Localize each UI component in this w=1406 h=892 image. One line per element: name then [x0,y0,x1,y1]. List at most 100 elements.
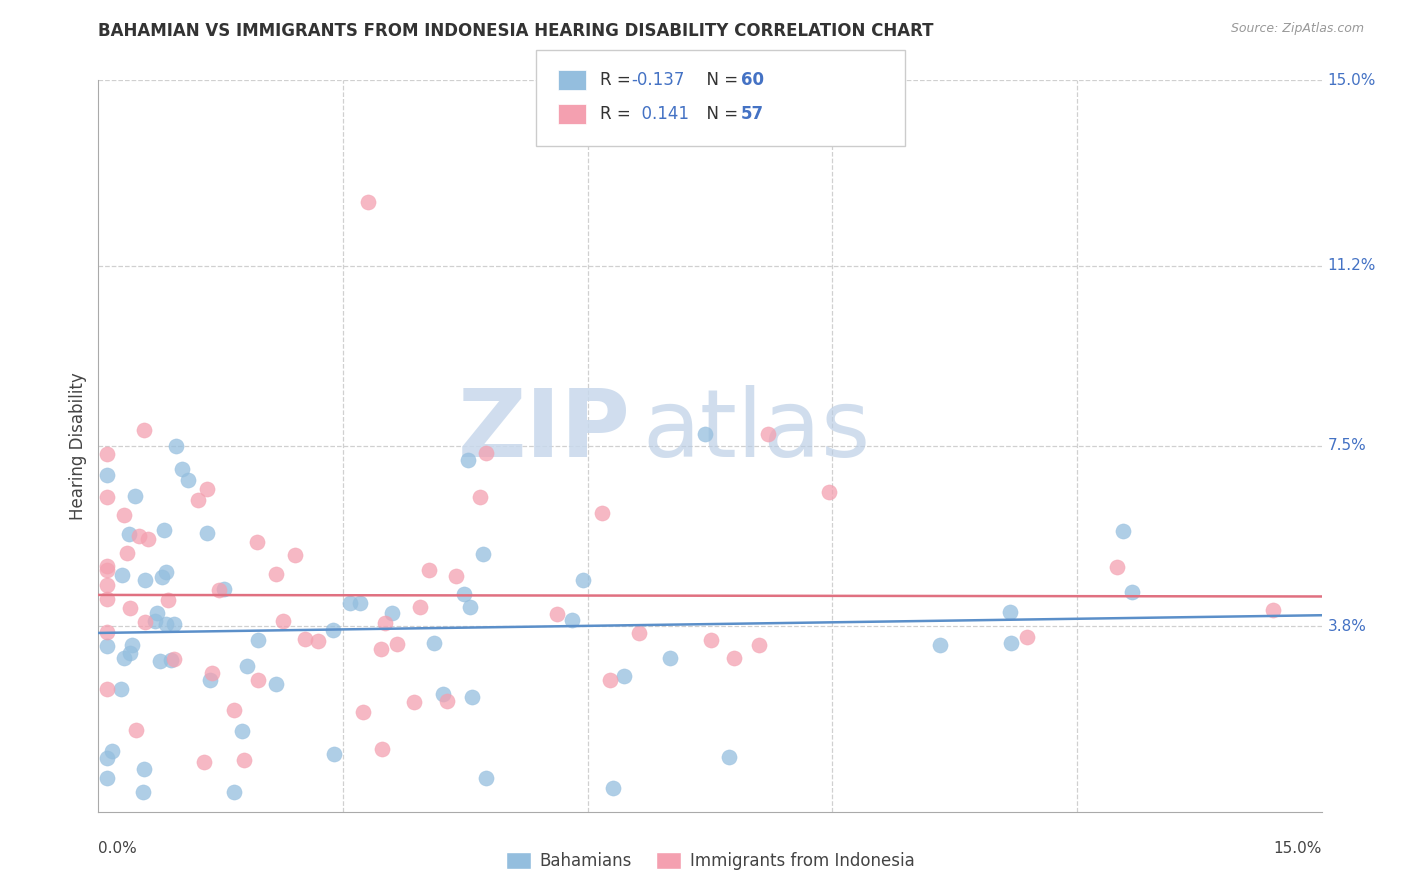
Point [153,523,176,537]
Text: ZIP: ZIP [457,385,630,477]
Text: atlas: atlas [643,385,870,477]
Text: R =: R = [600,105,637,123]
Point [1263,603,1285,617]
Text: 15.0%: 15.0% [1327,73,1376,87]
Point [284,548,307,562]
Text: 60: 60 [741,71,763,89]
Point [121,638,143,652]
Point [124,489,146,503]
Text: 11.2%: 11.2% [1327,258,1376,273]
Point [404,695,426,709]
Point [149,654,172,668]
Point [458,600,481,615]
Y-axis label: Hearing Disability: Hearing Disability [69,372,87,520]
Point [1112,524,1135,539]
Text: BAHAMIAN VS IMMIGRANTS FROM INDONESIA HEARING DISABILITY CORRELATION CHART: BAHAMIAN VS IMMIGRANTS FROM INDONESIA HE… [98,22,934,40]
Point [233,753,256,767]
Point [572,573,595,587]
Point [628,626,651,640]
Point [453,587,475,601]
Point [444,568,467,582]
Point [96,559,118,574]
Point [198,673,221,687]
Point [114,508,136,522]
Point [659,650,682,665]
Point [1015,630,1038,644]
Point [1121,585,1143,599]
Point [474,445,496,459]
Point [212,582,235,597]
Point [96,446,118,460]
Point [374,616,396,631]
Point [96,563,118,577]
Point [96,578,118,592]
Point [472,547,495,561]
Point [201,665,224,680]
Point [339,596,361,610]
Text: Source: ZipAtlas.com: Source: ZipAtlas.com [1230,22,1364,36]
Point [693,426,716,441]
Point [118,601,141,615]
Point [381,607,404,621]
Point [246,633,269,648]
Point [235,659,257,673]
Point [160,653,183,667]
Point [1000,636,1022,650]
Point [96,681,118,696]
Point [150,570,173,584]
Point [128,528,150,542]
Point [177,473,200,487]
Point [96,490,118,504]
Text: 7.5%: 7.5% [1327,439,1367,453]
Point [748,638,770,652]
Point [246,673,269,688]
Point [112,650,135,665]
Point [718,750,741,764]
Point [423,636,446,650]
Point [818,485,841,500]
Point [96,625,118,640]
Point [101,744,124,758]
Point [231,723,253,738]
Point [163,651,186,665]
Point [224,785,246,799]
Point [468,490,491,504]
Point [163,617,186,632]
Point [561,613,583,627]
Point [134,573,156,587]
Text: 3.8%: 3.8% [1327,619,1367,634]
Text: 0.0%: 0.0% [98,841,138,856]
Point [264,567,287,582]
Point [929,639,952,653]
Point [96,750,118,764]
Point [475,771,498,785]
Text: 15.0%: 15.0% [1274,841,1322,856]
Point [96,468,118,483]
Point [132,762,155,776]
Point [352,705,374,719]
Point [193,756,215,770]
Point [195,525,218,540]
Point [136,532,159,546]
Point [96,591,118,606]
Point [155,617,177,632]
Point [602,780,624,795]
Text: N =: N = [696,71,744,89]
Point [187,493,209,508]
Point [723,651,745,665]
Point [165,439,187,453]
Text: 0.141: 0.141 [631,105,689,123]
Point [436,694,458,708]
Point [432,687,454,701]
Point [307,634,329,648]
Point [349,595,371,609]
Point [246,535,269,549]
Point [266,677,288,691]
Point [1000,606,1022,620]
Point [371,742,394,756]
Point [146,607,169,621]
Point [155,565,177,579]
Point [111,568,134,582]
Point [385,637,408,651]
Point [546,607,568,622]
